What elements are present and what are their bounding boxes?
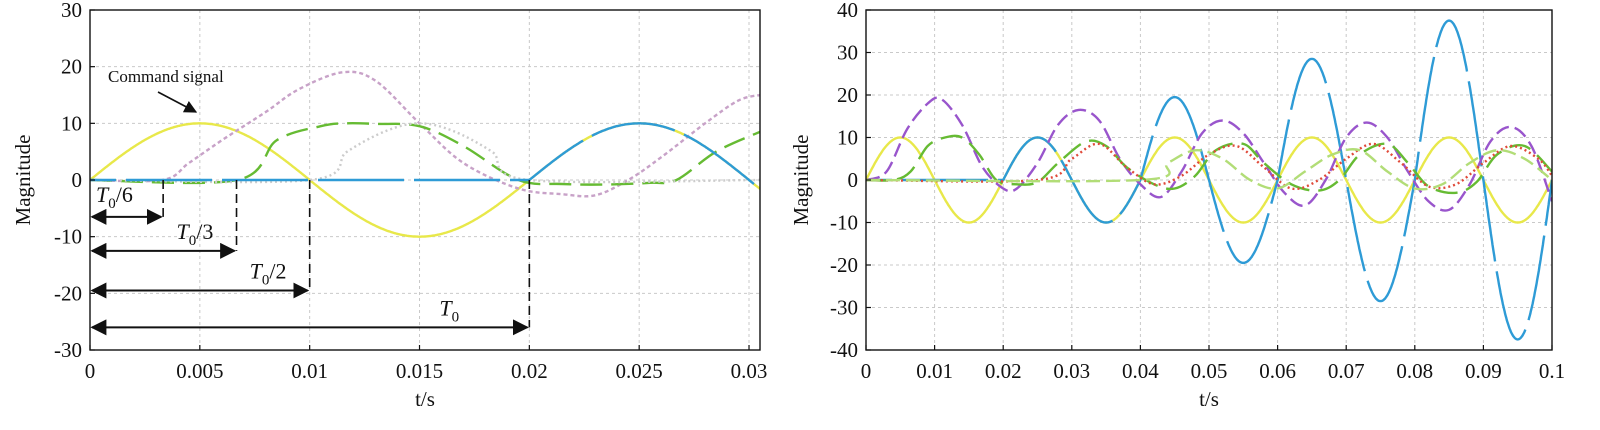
x-tick-label: 0.01: [291, 359, 328, 383]
series-line: [866, 19, 1552, 341]
x-tick-label: 0.1: [1539, 359, 1565, 383]
series-line: [90, 122, 760, 184]
command-signal-arrow: [157, 91, 198, 113]
command-signal-label: Command signal: [108, 67, 224, 86]
y-tick-label: 10: [837, 126, 858, 150]
y-tick-label: -10: [54, 225, 82, 249]
x-tick-label: 0.01: [916, 359, 953, 383]
y-tick-label: 30: [61, 0, 82, 22]
x-tick-label: 0.08: [1396, 359, 1433, 383]
x-tick-label: 0.05: [1191, 359, 1228, 383]
x-tick-label: 0.03: [1053, 359, 1090, 383]
plot-area: [90, 70, 760, 238]
x-axis-label: t/s: [1199, 387, 1219, 411]
x-tick-label: 0: [85, 359, 96, 383]
series-line: [90, 70, 760, 198]
y-tick-label: -30: [830, 296, 858, 320]
y-tick-label: -20: [54, 281, 82, 305]
y-tick-label: -10: [830, 211, 858, 235]
x-tick-label: 0.04: [1122, 359, 1159, 383]
y-tick-label: 20: [61, 55, 82, 79]
y-axis-label: Magnitude: [789, 135, 813, 226]
y-tick-label: 40: [837, 0, 858, 22]
y-tick-label: 10: [61, 111, 82, 135]
chart-left: 0 0.005 0.01 0.015 0.02 0.025 0.03 -30 -20 -10 0 10…: [11, 0, 767, 411]
y-tick-label: 20: [837, 83, 858, 107]
y-tick-label: -30: [54, 338, 82, 362]
plot-area: [866, 19, 1552, 341]
x-tick-label: 0.015: [396, 359, 443, 383]
series-line: [90, 121, 760, 186]
x-tick-label: 0.03: [731, 359, 768, 383]
y-tick-label: -20: [830, 253, 858, 277]
series-line: [866, 148, 1552, 191]
x-tick-label: 0.06: [1259, 359, 1296, 383]
series-line: [866, 96, 1552, 212]
series-line: [90, 122, 760, 190]
x-tick-label: 0: [861, 359, 872, 383]
x-tick-label: 0.02: [985, 359, 1022, 383]
y-tick-label: 0: [72, 168, 83, 192]
x-axis-label: t/s: [415, 387, 435, 411]
y-tick-label: -40: [830, 338, 858, 362]
delay-label: T0/6: [96, 182, 133, 212]
x-tick-label: 0.025: [616, 359, 663, 383]
delay-label: T0/2: [250, 259, 287, 289]
delay-label: T0: [439, 295, 459, 325]
y-tick-label: 30: [837, 41, 858, 65]
series-line: [866, 134, 1552, 195]
chart-right: 0 0.01 0.02 0.03 0.04 0.05 0.06 0.07 0.08 0.09 0.1…: [789, 0, 1565, 411]
x-tick-label: 0.005: [176, 359, 223, 383]
y-tick-label: 0: [848, 168, 859, 192]
x-tick-label: 0.02: [511, 359, 548, 383]
x-tick-label: 0.07: [1328, 359, 1365, 383]
x-tick-label: 0.09: [1465, 359, 1502, 383]
delay-label: T0/3: [177, 219, 214, 249]
y-axis-label: Magnitude: [11, 135, 35, 226]
